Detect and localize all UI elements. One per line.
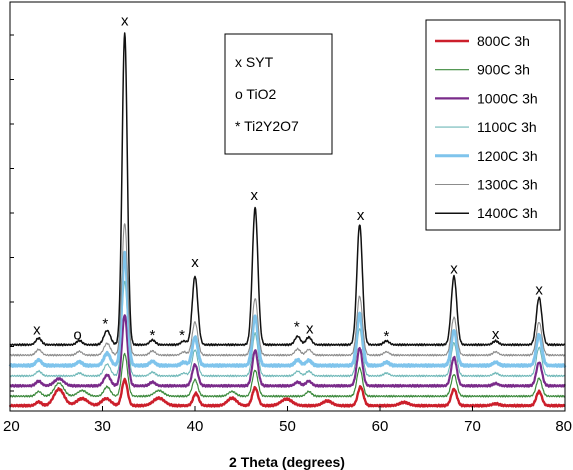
peak-annotation: o [73, 327, 81, 344]
peak-annotation: x [33, 321, 41, 338]
peak-annotation: * [179, 327, 185, 344]
peak-annotation: * [150, 327, 156, 344]
series-line-1300c-3h [9, 223, 566, 357]
phase-key-tio2: o TiO2 [235, 86, 276, 102]
x-tick-label: 30 [94, 418, 111, 435]
peak-annotation: x [492, 326, 500, 343]
peak-annotation: x [191, 254, 199, 271]
x-tick-label: 60 [372, 418, 389, 435]
peak-annotations: x o * x * * x x * x x * x x x [33, 13, 543, 345]
x-tick-label: 50 [279, 418, 296, 435]
peak-annotation: * [384, 328, 390, 345]
legend-label-1300c-3h: 1300C 3h [477, 177, 538, 193]
peak-annotation: * [102, 316, 108, 333]
series-line-1200c-3h [8, 250, 567, 368]
x-tick-label: 80 [555, 418, 572, 435]
legend-label-1100c-3h: 1100C 3h [477, 119, 537, 135]
legend-label-800c-3h: 800C 3h [477, 33, 530, 49]
peak-annotation: x [306, 320, 314, 337]
series-line-1100c-3h [9, 280, 566, 378]
x-tick-label: 40 [187, 418, 204, 435]
x-axis-label: 2 Theta (degrees) [229, 454, 345, 470]
x-ticks: 20 30 40 50 60 70 80 [3, 406, 572, 435]
series-line-1400c-3h [9, 32, 566, 347]
peak-annotation: * [294, 319, 300, 336]
x-tick-label: 70 [464, 418, 481, 435]
phase-key-ti2y2o7: * Ti2Y2O7 [235, 118, 299, 134]
phase-key-box: x SYT o TiO2 * Ti2Y2O7 [224, 33, 333, 155]
phase-key-syt: x SYT [235, 54, 274, 70]
series-line-900c-3h [9, 352, 566, 398]
series-layer [8, 32, 567, 408]
series-line-1000c-3h [9, 314, 566, 388]
x-tick-label: 20 [3, 418, 20, 435]
y-ticks [10, 34, 14, 392]
legend-label-1200c-3h: 1200C 3h [477, 148, 538, 164]
peak-annotation: x [450, 260, 458, 277]
legend: 800C 3h 900C 3h 1000C 3h 1100C 3h 1200C 3h 13… [425, 19, 561, 231]
legend-label-1400c-3h: 1400C 3h [477, 205, 538, 221]
peak-annotation: x [535, 282, 543, 299]
peak-annotation: x [121, 13, 129, 30]
peak-annotation: x [250, 187, 258, 204]
peak-annotation: x [357, 207, 365, 224]
series-line-800c-3h [8, 377, 566, 408]
legend-label-1000c-3h: 1000C 3h [477, 90, 538, 106]
legend-label-900c-3h: 900C 3h [477, 62, 530, 78]
